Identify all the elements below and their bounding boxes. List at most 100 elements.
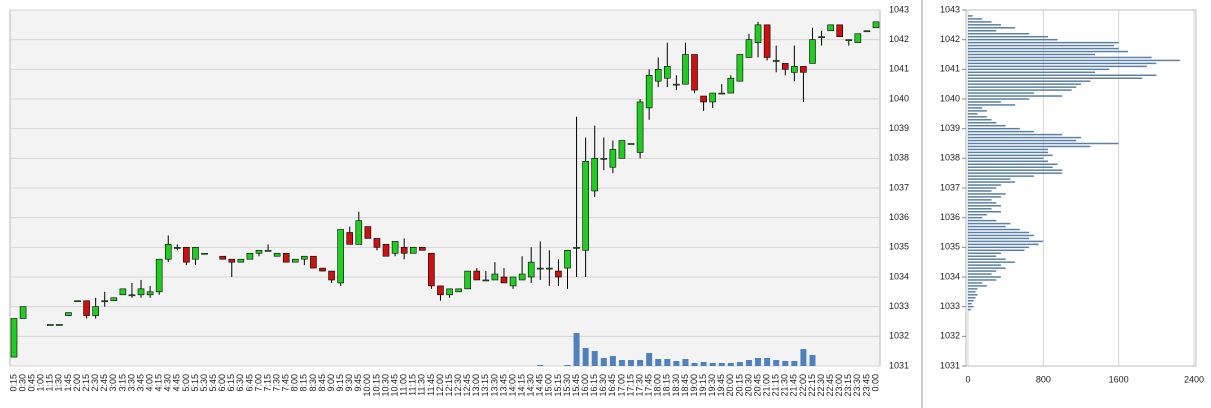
x-tick-label: 10:30 (380, 374, 390, 397)
x-tick-label: 0:45 (27, 374, 37, 392)
y-tick-label: 1033 (889, 301, 909, 311)
profile-bar (968, 56, 1152, 59)
profile-bar (968, 133, 1063, 136)
x-tick-label: 13:30 (489, 374, 499, 397)
volume-bar (664, 359, 671, 366)
y-tick-label: 1037 (940, 182, 960, 192)
x-tick-label: 6:15 (226, 374, 236, 392)
candle-body (10, 318, 18, 358)
x-tick-label: 0 (965, 374, 970, 384)
candle-body (591, 158, 599, 192)
x-tick-label: 17:30 (634, 374, 644, 397)
x-tick-label: 1:00 (36, 374, 46, 392)
candle-body (201, 252, 208, 255)
profile-bar (968, 175, 1034, 177)
x-tick-label: 17:00 (616, 374, 626, 397)
candle-body (74, 300, 81, 303)
candle-body (83, 300, 90, 316)
profile-bar (968, 86, 1077, 88)
volume-bar (673, 361, 680, 366)
x-tick-label: 2:00 (72, 374, 82, 392)
candle-body (809, 39, 816, 64)
candle-body (373, 238, 381, 248)
profile-bar (968, 190, 992, 192)
x-tick-label: 10:15 (371, 374, 381, 397)
candle-body (854, 33, 862, 43)
x-tick-label: 21:15 (771, 374, 781, 397)
volume-bar (582, 348, 589, 366)
x-tick-label: 11:30 (417, 374, 427, 396)
candle-body (255, 250, 263, 254)
profile-bar (968, 113, 978, 115)
volume-bar (773, 360, 780, 366)
y-tick-label: 1041 (940, 64, 960, 74)
volume-bar (700, 362, 707, 366)
y-tick-label: 1034 (940, 271, 960, 281)
candle-body (128, 294, 136, 297)
profile-bar (968, 119, 992, 121)
candle-body (618, 140, 626, 159)
candle-body (564, 250, 571, 269)
candle-body (409, 247, 417, 254)
candle-body (763, 24, 771, 58)
candle-body (19, 306, 27, 319)
y-tick-label: 1031 (889, 360, 909, 370)
volume-bar (637, 360, 644, 366)
profile-bar (968, 181, 1016, 183)
volume-bar (800, 349, 807, 366)
x-tick-label: 15:45 (571, 374, 581, 397)
profile-bar (968, 77, 1143, 79)
x-tick-label: 12:00 (435, 374, 445, 397)
candle-body (328, 270, 335, 281)
x-tick-label: 22:30 (816, 374, 826, 397)
candle-body (155, 258, 163, 293)
profile-bar (968, 110, 987, 112)
y-tick-label: 1036 (889, 212, 909, 222)
candle-body (527, 261, 535, 278)
x-tick-label: 800 (1036, 374, 1051, 384)
profile-bar (968, 216, 983, 219)
volume-bar (591, 351, 598, 366)
x-tick-label: 21:30 (780, 374, 790, 397)
x-tick-label: 3:00 (108, 374, 118, 392)
x-tick-label: 11:45 (426, 374, 436, 396)
x-tick-label: 2400 (1184, 374, 1204, 384)
volume-bar (709, 363, 716, 366)
x-tick-label: 6:30 (235, 374, 245, 392)
x-tick-label: 13:45 (498, 374, 508, 397)
profile-bar (968, 294, 978, 296)
candle-body (500, 276, 508, 284)
y-tick-label: 1040 (940, 93, 960, 103)
x-tick-label: 5:45 (208, 374, 218, 392)
candle-body (745, 39, 753, 58)
x-tick-label: 18:45 (680, 374, 690, 397)
candle-body (645, 74, 653, 109)
candle-body (282, 252, 290, 263)
candle-body (482, 279, 490, 282)
x-tick-label: 16:15 (589, 374, 599, 397)
profile-bar (968, 89, 1072, 91)
candle-body (727, 77, 735, 94)
profile-bar (968, 15, 973, 17)
profile-bar (968, 302, 972, 305)
x-tick-label: 0:30 (17, 374, 27, 392)
candle-body (800, 66, 807, 73)
candle-body (419, 247, 426, 251)
profile-bar (968, 47, 1119, 50)
x-tick-label: 9:30 (344, 374, 354, 392)
candle-body (219, 255, 226, 260)
x-tick-label: 8:45 (317, 374, 327, 392)
candle-body (446, 288, 453, 296)
candle-body (346, 232, 354, 245)
candle-body (627, 143, 635, 145)
candle-body (872, 21, 880, 29)
candle-body (319, 267, 326, 272)
profile-bar (968, 237, 1030, 240)
profile-bar (968, 92, 1034, 94)
x-tick-label: 14:00 (507, 374, 517, 397)
x-tick-label: 0:15 (8, 374, 18, 392)
profile-bar (968, 35, 1049, 38)
x-tick-label: 20:30 (743, 374, 753, 397)
x-tick-label: 8:30 (308, 374, 318, 392)
volume-bar (628, 360, 635, 366)
